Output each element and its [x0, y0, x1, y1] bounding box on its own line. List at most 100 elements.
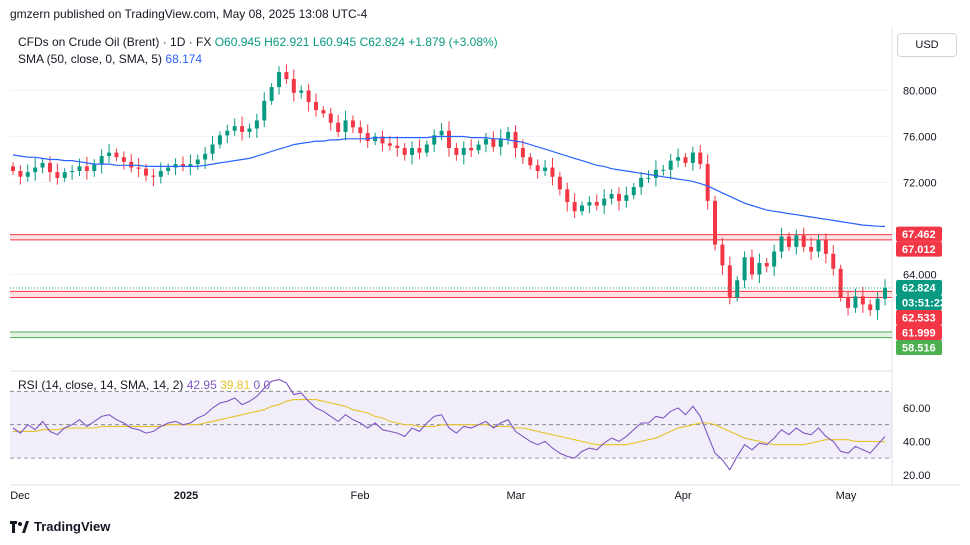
candle: [144, 168, 149, 176]
candle: [84, 166, 89, 171]
candle: [350, 120, 355, 128]
candle: [336, 122, 341, 132]
candle: [742, 257, 747, 281]
candle: [40, 162, 45, 168]
candle: [580, 205, 585, 212]
candle: [476, 144, 481, 151]
candle: [432, 135, 437, 145]
candle: [380, 136, 385, 144]
candle: [698, 152, 703, 165]
candle: [47, 162, 52, 173]
candle: [469, 148, 474, 151]
candle: [188, 164, 193, 167]
brand-name: TradingView: [34, 519, 111, 534]
rsi-tick-label: 60.00: [903, 403, 931, 415]
tradingview-logo-icon: [10, 520, 30, 533]
candle: [705, 164, 710, 201]
candle: [277, 72, 282, 88]
candle: [410, 148, 415, 155]
candle: [727, 265, 732, 298]
price-label: 58.516: [902, 343, 936, 355]
price-label-box: [896, 310, 942, 326]
price-label: 62.824: [902, 283, 937, 295]
candle: [343, 120, 348, 132]
candle: [543, 167, 548, 171]
rsi-label: RSI (14, close, 14, SMA, 14, 2): [18, 378, 184, 392]
candle: [151, 175, 156, 177]
candle: [454, 148, 459, 155]
candle: [557, 176, 562, 190]
candle: [786, 236, 791, 247]
candle: [313, 102, 318, 111]
sma-legend: SMA (50, close, 0, SMA, 5) 68.174: [18, 52, 202, 66]
candle: [262, 100, 267, 121]
candle: [291, 79, 296, 93]
candle: [387, 143, 392, 146]
candle: [587, 202, 592, 206]
price-label: 67.462: [902, 229, 936, 241]
price-label-box: [896, 325, 942, 341]
candle: [306, 90, 311, 102]
price-tick-label: 64.000: [903, 270, 937, 282]
price-label-box: [896, 241, 942, 257]
candle: [461, 148, 466, 155]
candle: [801, 235, 806, 247]
candle: [240, 126, 245, 132]
candle: [809, 246, 814, 252]
candle: [668, 160, 673, 170]
candle: [676, 157, 681, 161]
candle: [616, 194, 621, 201]
high-value: H62.921: [264, 35, 310, 49]
tradingview-brand: TradingView: [10, 519, 110, 534]
candle: [180, 164, 185, 167]
time-tick-label: May: [836, 490, 857, 502]
candle: [535, 165, 540, 171]
candle: [609, 194, 614, 199]
price-label: 67.012: [902, 244, 936, 256]
candle: [528, 157, 533, 166]
candle: [816, 240, 821, 252]
candle: [299, 90, 304, 93]
price-label: 62.533: [902, 313, 936, 325]
candle: [513, 131, 518, 148]
candle: [358, 127, 363, 134]
candle: [99, 156, 104, 165]
candle: [217, 135, 222, 145]
candle: [757, 263, 762, 275]
candle: [646, 177, 651, 179]
candle: [498, 138, 503, 147]
candle: [402, 148, 407, 155]
price-tick-label: 72.000: [903, 178, 937, 190]
candle: [92, 164, 97, 171]
candle: [506, 131, 511, 139]
instrument-legend: CFDs on Crude Oil (Brent) · 1D · FX O60.…: [18, 35, 498, 49]
candle: [749, 257, 754, 275]
candle: [846, 297, 851, 308]
change-value: +1.879 (+3.08%): [408, 35, 498, 49]
price-label-box: [896, 226, 942, 242]
candle: [690, 152, 695, 163]
candle: [572, 202, 577, 212]
candle: [439, 130, 444, 136]
candle: [491, 138, 496, 147]
candle: [875, 298, 880, 311]
candle: [735, 280, 740, 298]
open-value: O60.945: [214, 35, 261, 49]
price-label-box: [896, 280, 942, 296]
candle: [883, 288, 887, 299]
candle: [624, 195, 629, 201]
rsi-extra: 0 0: [253, 378, 271, 392]
candle: [25, 172, 30, 177]
currency-button[interactable]: USD: [897, 33, 957, 57]
candle: [868, 304, 873, 311]
low-value: L60.945: [312, 35, 357, 49]
candle: [166, 167, 171, 171]
candle: [203, 153, 208, 160]
candle: [853, 296, 858, 308]
rsi-ma-line: [13, 399, 886, 446]
time-tick-label: Apr: [674, 490, 691, 502]
rsi-ma-value: 39.81: [220, 378, 251, 392]
candle: [483, 138, 488, 145]
candle: [631, 187, 636, 196]
